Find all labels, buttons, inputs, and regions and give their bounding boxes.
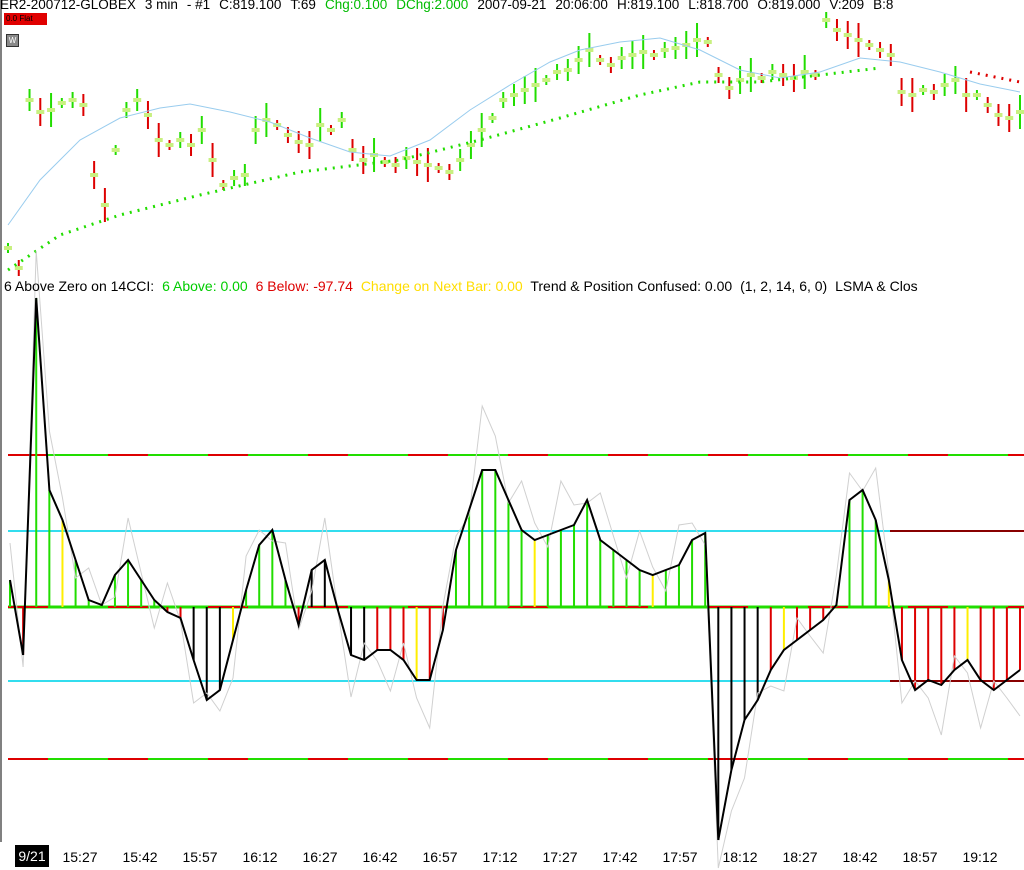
high-value: H:819.100	[616, 0, 680, 12]
time-tick: 17:57	[662, 849, 698, 865]
cci-line	[9, 297, 1021, 841]
time-tick: 18:42	[842, 849, 878, 865]
date-value: 2007-09-21	[477, 0, 547, 12]
indicator-below: 6 Below: -97.74	[255, 278, 353, 294]
price-pane	[4, 12, 1024, 276]
moving-average-line	[7, 37, 1021, 226]
time-tick: 16:57	[422, 849, 458, 865]
date-marker: 9/21	[15, 845, 49, 867]
time-tick: 17:42	[602, 849, 638, 865]
indicator-title: 6 Above Zero on 14CCI: 6 Above: 0.00 6 B…	[4, 278, 922, 294]
cci-lines	[9, 250, 1021, 869]
indicator-name: 6 Above Zero on 14CCI:	[4, 278, 155, 294]
time-tick: 15:42	[122, 849, 158, 865]
window-button[interactable]: W	[6, 34, 19, 47]
trend-dots-down	[969, 70, 1021, 84]
time-tick: 16:27	[302, 849, 338, 865]
time-axis: 15:27 15:42 15:57 16:12 16:27 16:42 16:57 17:12…	[0, 842, 1024, 870]
time-tick: 18:12	[722, 849, 758, 865]
volume-value: V:209	[829, 0, 865, 12]
time-tick: 16:12	[242, 849, 278, 865]
interval-label: 3 min	[144, 0, 178, 12]
time-tick: 16:42	[362, 849, 398, 865]
close-value: C:819.100	[219, 0, 282, 12]
time-tick: 17:12	[482, 849, 518, 865]
low-value: L:818.700	[688, 0, 749, 12]
change-value: Chg:0.100	[324, 0, 388, 12]
time-value: 20:06:00	[555, 0, 608, 12]
ticks-value: T:69	[290, 0, 316, 12]
indicator-params: (1, 2, 14, 6, 0)	[740, 278, 828, 294]
instance-label: - #1	[186, 0, 211, 12]
indicator-above: 6 Above: 0.00	[162, 278, 248, 294]
indicator-change-next: Change on Next Bar: 0.00	[360, 278, 523, 294]
indicator-lsma: LSMA & Clos	[835, 278, 918, 294]
open-value: O:819.000	[757, 0, 821, 12]
time-tick: 15:57	[182, 849, 218, 865]
indicator-trend-confused: Trend & Position Confused: 0.00	[530, 278, 733, 294]
position-badge[interactable]: 0.0 Flat	[4, 13, 47, 25]
daily-change-value: DChg:2.000	[396, 0, 469, 12]
bid-value: B:8	[873, 0, 894, 12]
chart-header: ER2-200712-GLOBEX 3 min - #1 C:819.100 T:69 C…	[0, 0, 902, 12]
symbol-label: ER2-200712-GLOBEX	[0, 0, 136, 12]
cci-secondary-line	[9, 250, 1021, 869]
time-tick: 15:27	[62, 849, 98, 865]
time-tick: 19:12	[962, 849, 998, 865]
cci-level-lines	[8, 454, 1024, 760]
time-tick: 18:57	[902, 849, 938, 865]
time-tick: 17:27	[542, 849, 578, 865]
time-tick: 18:27	[782, 849, 818, 865]
